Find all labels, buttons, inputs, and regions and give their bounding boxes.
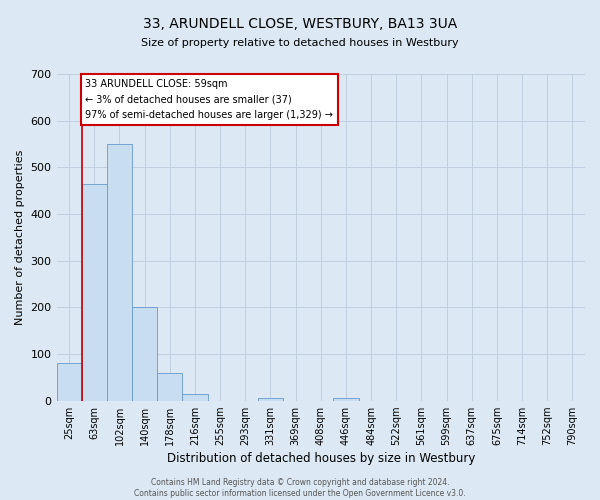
Text: 33, ARUNDELL CLOSE, WESTBURY, BA13 3UA: 33, ARUNDELL CLOSE, WESTBURY, BA13 3UA [143, 18, 457, 32]
Bar [132, 308, 157, 400]
Y-axis label: Number of detached properties: Number of detached properties [15, 150, 25, 325]
Bar [82, 184, 107, 400]
Text: 33 ARUNDELL CLOSE: 59sqm
← 3% of detached houses are smaller (37)
97% of semi-de: 33 ARUNDELL CLOSE: 59sqm ← 3% of detache… [85, 78, 334, 120]
X-axis label: Distribution of detached houses by size in Westbury: Distribution of detached houses by size … [167, 452, 475, 465]
Bar [157, 372, 182, 400]
Bar [182, 394, 208, 400]
Text: Size of property relative to detached houses in Westbury: Size of property relative to detached ho… [141, 38, 459, 48]
Bar [56, 364, 82, 401]
Text: Contains HM Land Registry data © Crown copyright and database right 2024.
Contai: Contains HM Land Registry data © Crown c… [134, 478, 466, 498]
Bar [334, 398, 359, 400]
Bar [107, 144, 132, 401]
Bar [258, 398, 283, 400]
